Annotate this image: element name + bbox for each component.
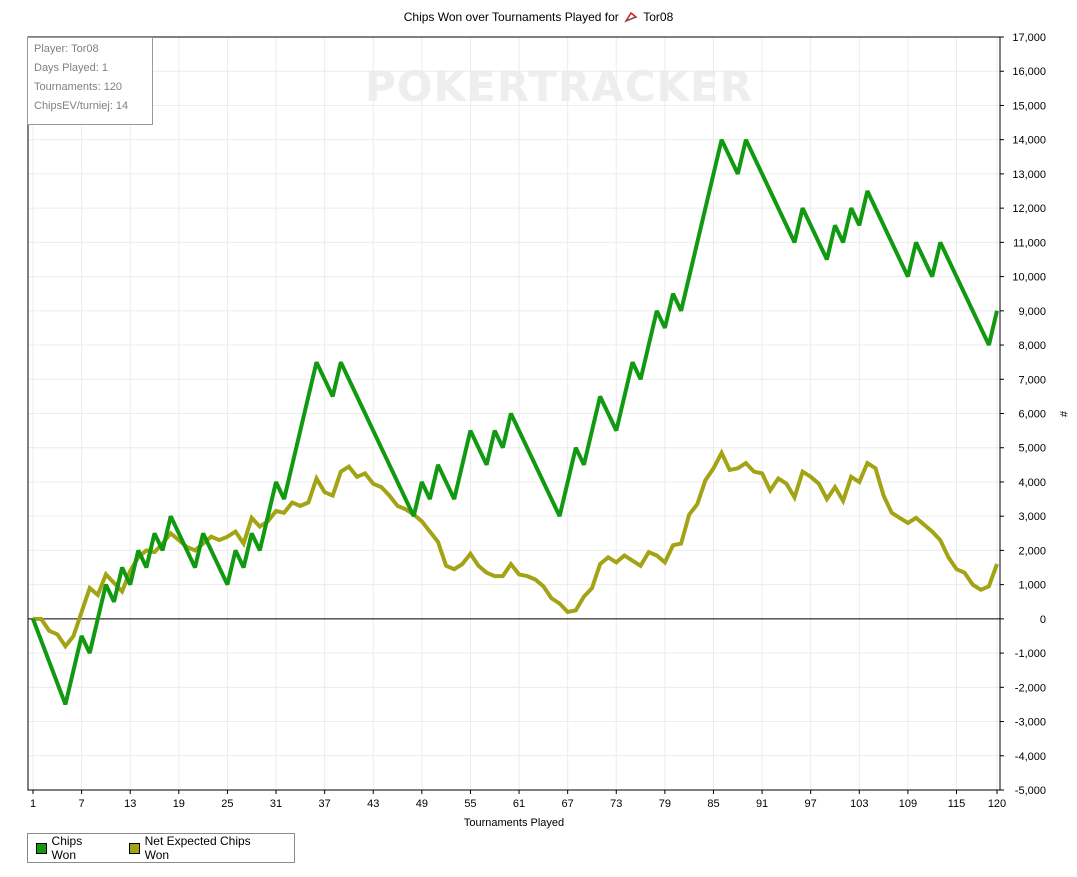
x-tick-label: 97 — [805, 798, 817, 810]
x-tick-label: 31 — [270, 798, 282, 810]
legend-item-net-expected[interactable]: Net Expected Chips Won — [129, 834, 272, 862]
x-tick-label: 7 — [79, 798, 85, 810]
player-name: Tor08 — [643, 10, 674, 24]
y-tick-label: 10,000 — [1012, 272, 1046, 284]
y-tick-label: 11,000 — [1013, 237, 1046, 249]
y-tick-label: 0 — [1040, 614, 1046, 626]
series-line-chips-won — [31, 138, 999, 706]
y-tick-label: 6,000 — [1018, 409, 1046, 421]
info-player: Player: Tor08 — [34, 43, 99, 55]
legend-label-net-expected: Net Expected Chips Won — [144, 834, 251, 862]
x-tick-label: 120 — [988, 798, 1006, 810]
x-tick-label: 55 — [464, 798, 476, 810]
y-tick-label: 13,000 — [1012, 169, 1046, 181]
y-tick-label: -1,000 — [1015, 648, 1046, 660]
info-box: Player: Tor08 Days Played: 1 Tournaments… — [27, 37, 153, 125]
x-tick-label: 25 — [221, 798, 233, 810]
x-tick-label: 19 — [173, 798, 185, 810]
legend-label-chips-won: Chips Won — [51, 834, 83, 862]
x-tick-label: 109 — [899, 798, 917, 810]
x-axis-label: Tournaments Played — [464, 817, 564, 829]
y-tick-label: -2,000 — [1015, 682, 1046, 694]
x-tick-label: 85 — [707, 798, 719, 810]
legend-swatch-net-expected — [129, 842, 140, 854]
legend-swatch-chips-won — [36, 842, 47, 854]
y-tick-label: 9,000 — [1018, 306, 1046, 318]
info-days-played: Days Played: 1 — [34, 62, 108, 74]
x-tick-label: 91 — [756, 798, 768, 810]
info-chips-ev: ChipsEV/turniej: 14 — [34, 100, 129, 112]
series-line-net-expected-chips-won — [33, 448, 999, 650]
x-tick-label: 37 — [319, 798, 331, 810]
legend-item-chips-won[interactable]: Chips Won — [36, 834, 107, 862]
x-tick-label: 73 — [610, 798, 622, 810]
x-tick-label: 1 — [30, 798, 36, 810]
y-tick-label: 3,000 — [1018, 511, 1046, 523]
x-tick-label: 115 — [948, 798, 966, 810]
y-tick-label: 16,000 — [1012, 66, 1046, 78]
y-tick-label: 2,000 — [1018, 545, 1046, 557]
y-tick-label: 14,000 — [1012, 135, 1046, 147]
x-tick-label: 43 — [367, 798, 379, 810]
chart-title: Chips Won over Tournaments Played for To… — [0, 10, 1077, 26]
y-axis-label: # — [1057, 411, 1069, 418]
x-tick-label: 49 — [416, 798, 428, 810]
x-tick-label: 13 — [124, 798, 136, 810]
y-tick-label: 7,000 — [1018, 374, 1046, 386]
y-tick-label: 4,000 — [1018, 477, 1046, 489]
watermark: POKERTRACKER — [365, 62, 754, 111]
y-tick-label: 15,000 — [1012, 100, 1046, 112]
y-tick-label: -5,000 — [1015, 785, 1046, 797]
pokertracker-logo-icon — [624, 11, 638, 26]
x-tick-label: 61 — [513, 798, 525, 810]
chart-title-text: Chips Won over Tournaments Played for — [403, 10, 619, 24]
x-tick-label: 79 — [659, 798, 671, 810]
y-tick-label: 12,000 — [1012, 203, 1046, 215]
y-tick-label: 5,000 — [1018, 443, 1046, 455]
y-tick-label: 8,000 — [1018, 340, 1046, 352]
info-tournaments: Tournaments: 120 — [34, 81, 123, 93]
y-tick-label: 17,000 — [1012, 32, 1046, 44]
x-tick-label: 67 — [562, 798, 574, 810]
x-tick-label: 103 — [850, 798, 868, 810]
y-tick-label: 1,000 — [1018, 580, 1046, 592]
y-tick-label: -4,000 — [1015, 751, 1046, 763]
legend: Chips Won Net Expected Chips Won — [27, 833, 295, 863]
y-tick-label: -3,000 — [1015, 717, 1046, 729]
